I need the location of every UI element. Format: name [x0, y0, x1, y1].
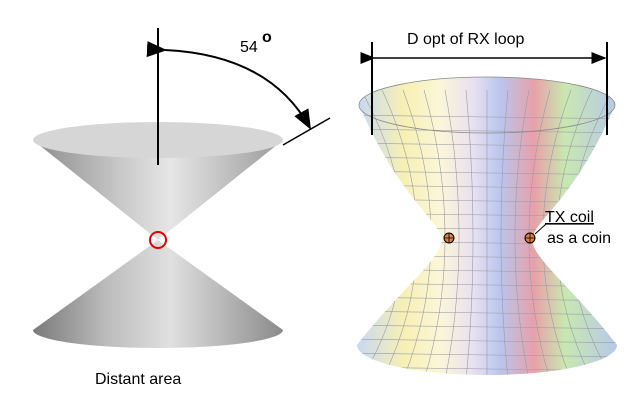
- grid-line: [357, 324, 617, 330]
- grid-line: [357, 142, 617, 148]
- grid-line: [357, 128, 617, 134]
- hyperboloid: [357, 76, 617, 375]
- coil-label-2: as a coin: [547, 230, 611, 247]
- grid-line: [514, 89, 530, 375]
- dimension-label: D opt of RX loop: [407, 31, 525, 48]
- grid-line: [357, 114, 617, 120]
- degree-mark: o: [262, 29, 272, 46]
- angle-arc: [146, 41, 311, 130]
- grid-line: [357, 338, 617, 344]
- grid-line: [444, 89, 460, 375]
- angle-value: 54: [240, 39, 258, 56]
- leader-line: [534, 223, 547, 235]
- grid-line: [357, 352, 617, 358]
- edge-line: [282, 117, 331, 146]
- grid-line: [465, 89, 474, 375]
- coil-label-1: TX coil: [545, 209, 594, 226]
- grid-line: [500, 89, 509, 375]
- caption: Distant area: [95, 371, 181, 388]
- tx-coils: [443, 232, 536, 244]
- grid-line: [357, 310, 617, 316]
